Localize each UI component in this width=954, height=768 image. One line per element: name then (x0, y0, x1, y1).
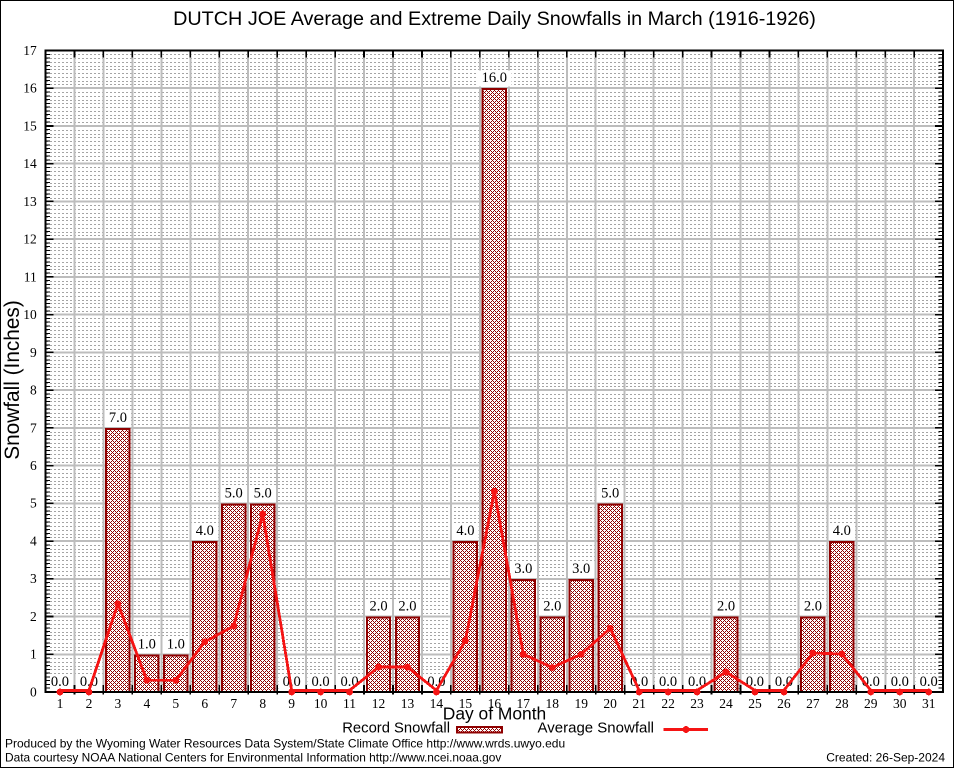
svg-text:1.0: 1.0 (167, 636, 185, 652)
svg-text:Produced by the Wyoming Water: Produced by the Wyoming Water Resources … (5, 737, 565, 751)
svg-text:12: 12 (23, 232, 37, 247)
svg-text:1.0: 1.0 (138, 636, 156, 652)
svg-text:11: 11 (343, 696, 356, 711)
svg-text:1: 1 (57, 696, 64, 711)
svg-text:29: 29 (864, 696, 878, 711)
svg-text:Created: 26-Sep-2024: Created: 26-Sep-2024 (826, 751, 945, 765)
svg-text:17: 17 (23, 43, 37, 58)
svg-text:6: 6 (201, 696, 208, 711)
svg-text:5: 5 (30, 496, 37, 511)
svg-text:13: 13 (401, 696, 415, 711)
svg-text:Day of Month: Day of Month (443, 704, 546, 724)
svg-text:4.0: 4.0 (456, 523, 474, 539)
svg-text:0.0: 0.0 (920, 674, 938, 690)
svg-text:26: 26 (777, 696, 791, 711)
svg-text:24: 24 (719, 696, 733, 711)
svg-text:13: 13 (23, 194, 37, 209)
svg-text:2: 2 (86, 696, 93, 711)
svg-text:Record Snowfall: Record Snowfall (342, 721, 450, 737)
svg-text:Average Snowfall: Average Snowfall (538, 720, 654, 737)
svg-text:8: 8 (30, 383, 37, 398)
svg-text:5.0: 5.0 (601, 485, 619, 501)
svg-text:4.0: 4.0 (833, 523, 851, 539)
svg-text:4: 4 (30, 533, 37, 548)
svg-text:15: 15 (459, 696, 473, 711)
svg-text:0.0: 0.0 (340, 674, 358, 690)
svg-text:7.0: 7.0 (109, 410, 127, 426)
svg-text:2.0: 2.0 (717, 599, 735, 615)
svg-text:3.0: 3.0 (514, 561, 532, 577)
svg-text:4.0: 4.0 (196, 523, 214, 539)
svg-text:19: 19 (574, 696, 588, 711)
svg-text:0.0: 0.0 (659, 674, 677, 690)
svg-text:14: 14 (430, 696, 444, 711)
svg-text:3: 3 (30, 571, 37, 586)
svg-text:25: 25 (748, 696, 762, 711)
svg-text:0.0: 0.0 (51, 674, 69, 690)
svg-text:7: 7 (30, 420, 37, 435)
svg-text:28: 28 (835, 696, 849, 711)
svg-text:31: 31 (922, 696, 936, 711)
svg-text:10: 10 (314, 696, 328, 711)
svg-text:12: 12 (372, 696, 386, 711)
svg-text:0.0: 0.0 (312, 674, 330, 690)
svg-text:2.0: 2.0 (804, 599, 822, 615)
svg-text:2.0: 2.0 (398, 599, 416, 615)
svg-text:5: 5 (172, 696, 179, 711)
svg-text:7: 7 (230, 696, 237, 711)
svg-text:23: 23 (690, 696, 704, 711)
svg-text:DUTCH JOE Average and Extreme: DUTCH JOE Average and Extreme Daily Snow… (173, 8, 816, 30)
svg-text:11: 11 (24, 269, 37, 284)
svg-text:17: 17 (517, 696, 531, 711)
svg-text:22: 22 (661, 696, 675, 711)
svg-text:16: 16 (23, 81, 37, 96)
svg-text:5.0: 5.0 (254, 485, 272, 501)
svg-text:20: 20 (603, 696, 617, 711)
svg-text:30: 30 (893, 696, 907, 711)
svg-text:16.0: 16.0 (482, 70, 507, 86)
svg-text:3: 3 (115, 696, 122, 711)
svg-text:Snowfall (Inches): Snowfall (Inches) (1, 300, 24, 460)
svg-text:2.0: 2.0 (369, 599, 387, 615)
svg-text:Data courtesy NOAA National Ce: Data courtesy NOAA National Centers for … (5, 751, 501, 765)
svg-text:2.0: 2.0 (543, 599, 561, 615)
svg-text:2: 2 (30, 609, 37, 624)
svg-text:5.0: 5.0 (225, 485, 243, 501)
svg-text:27: 27 (806, 696, 820, 711)
svg-text:1: 1 (30, 647, 37, 662)
svg-text:4: 4 (143, 696, 150, 711)
svg-text:18: 18 (546, 696, 560, 711)
svg-text:16: 16 (488, 696, 502, 711)
svg-text:9: 9 (30, 345, 37, 360)
svg-text:10: 10 (23, 307, 37, 322)
svg-text:6: 6 (30, 458, 37, 473)
svg-text:14: 14 (23, 156, 37, 171)
svg-text:9: 9 (288, 696, 295, 711)
svg-text:8: 8 (259, 696, 266, 711)
svg-text:15: 15 (23, 118, 37, 133)
svg-text:3.0: 3.0 (572, 561, 590, 577)
svg-text:21: 21 (632, 696, 646, 711)
svg-text:0.0: 0.0 (891, 674, 909, 690)
svg-text:0: 0 (30, 684, 37, 699)
